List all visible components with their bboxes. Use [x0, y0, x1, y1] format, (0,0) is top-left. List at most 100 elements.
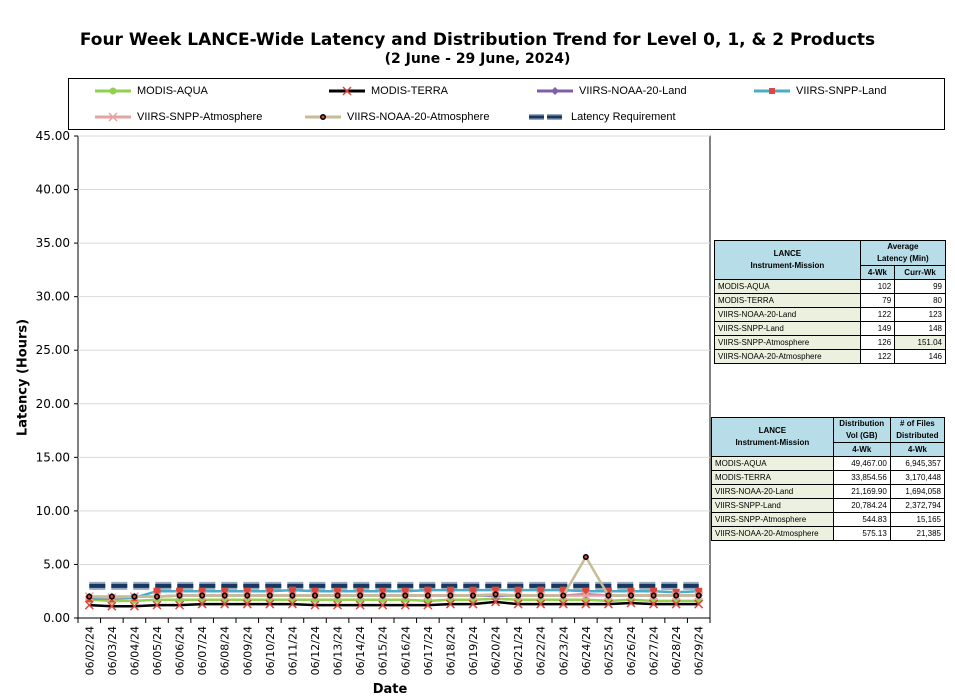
legend-label: MODIS-TERRA — [371, 85, 448, 97]
data-point-viirs-noaa-20-atmosphere-center — [584, 555, 588, 559]
legend-label: Latency Requirement — [571, 111, 676, 123]
table-row: VIIRS-SNPP-Atmosphere 544.83 15,165 — [711, 512, 946, 527]
data-point-modis-aqua — [244, 596, 251, 603]
table-row: MODIS-AQUA 49,467.00 6,945,357 — [711, 456, 946, 471]
data-point-viirs-snpp-land — [672, 588, 680, 596]
data-point-modis-terra — [84, 600, 94, 610]
data-point-viirs-snpp-atmosphere — [581, 590, 591, 601]
y-tick-label: 45.00 — [36, 129, 70, 143]
data-point-viirs-snpp-land — [627, 587, 635, 595]
distribution-table: LANCE Instrument-Mission Distribution Vo… — [711, 417, 946, 541]
data-point-viirs-noaa-20-atmosphere-center — [155, 595, 159, 598]
table-row: VIIRS-NOAA-20-Atmosphere 122 146 — [714, 349, 946, 364]
x-tick-label: 06/28/24 — [670, 626, 683, 675]
data-point-viirs-snpp-land — [537, 586, 545, 594]
y-tick-label: 25.00 — [36, 343, 70, 357]
data-point-modis-terra — [603, 599, 613, 609]
y-tick-label: 20.00 — [36, 397, 70, 411]
y-tick-label: 10.00 — [36, 504, 70, 518]
x-tick-label: 06/10/24 — [264, 626, 277, 675]
data-point-viirs-noaa-20-atmosphere-center — [674, 594, 678, 597]
latency-table-currwk-header: Curr-Wk — [894, 265, 946, 280]
y-tick-label: 15.00 — [36, 450, 70, 464]
data-point-modis-terra — [107, 601, 117, 611]
data-point-viirs-noaa-20-atmosphere-center — [223, 594, 227, 597]
legend-swatch-latency-requirement — [529, 114, 565, 120]
data-point-modis-terra — [355, 600, 365, 610]
data-point-modis-aqua — [266, 596, 273, 603]
data-point-modis-terra — [671, 599, 681, 609]
x-tick-label: 06/20/24 — [490, 626, 503, 675]
series-line-modis-aqua — [89, 597, 699, 603]
data-point-viirs-noaa-20-atmosphere-center — [200, 594, 204, 597]
table-row: MODIS-AQUA 102 99 — [714, 279, 946, 294]
x-tick-label: 06/02/24 — [83, 626, 96, 675]
table-row: MODIS-TERRA 33,854.56 3,170,448 — [711, 470, 946, 485]
data-point-modis-aqua — [199, 596, 206, 603]
legend-label: VIIRS-NOAA-20-Land — [579, 85, 687, 97]
data-point-viirs-noaa-20-atmosphere-center — [607, 594, 610, 597]
data-point-viirs-noaa-20-atmosphere-center — [561, 594, 565, 597]
data-point-modis-aqua — [402, 596, 409, 603]
data-point-modis-terra — [558, 599, 568, 609]
data-point-viirs-noaa-20-atmosphere-center — [629, 594, 633, 597]
table-row: VIIRS-SNPP-Land 20,784.24 2,372,794 — [711, 498, 946, 513]
chart-title: Four Week LANCE-Wide Latency and Distrib… — [79, 30, 876, 50]
table-row: VIIRS-NOAA-20-Atmosphere 575.13 21,385 — [711, 526, 946, 541]
data-point-viirs-snpp-land — [650, 587, 658, 595]
x-tick-label: 06/19/24 — [467, 626, 480, 675]
data-point-viirs-snpp-land — [243, 587, 251, 595]
chart-subtitle: (2 June - 29 June, 2024) — [384, 51, 571, 67]
x-tick-label: 06/08/24 — [219, 626, 232, 675]
data-point-modis-aqua — [424, 597, 431, 604]
series-line-viirs-snpp-land — [89, 588, 699, 600]
table-row: VIIRS-SNPP-Atmosphere 126 151.04 — [714, 335, 946, 350]
legend-label: VIIRS-SNPP-Atmosphere — [137, 111, 263, 123]
y-tick-label: 35.00 — [36, 236, 70, 250]
x-tick-label: 06/29/24 — [693, 626, 706, 675]
series-line-modis-terra — [89, 600, 699, 608]
chart-legend: MODIS-AQUA MODIS-TERRA VIIRS-NOAA-20-Lan… — [68, 78, 945, 130]
plot-area — [77, 135, 711, 619]
data-point-viirs-noaa-20-atmosphere-center — [87, 595, 91, 598]
data-point-viirs-snpp-land — [266, 587, 274, 595]
data-point-viirs-snpp-land — [334, 587, 342, 595]
x-tick-label: 06/15/24 — [377, 626, 390, 675]
distribution-table-vol-4wk-header: 4-Wk — [832, 442, 891, 457]
data-point-viirs-snpp-land — [582, 587, 590, 595]
legend-swatch-viirs-snpp-atmosphere — [95, 112, 131, 122]
data-point-viirs-snpp-land — [604, 587, 612, 595]
data-point-viirs-snpp-land — [379, 587, 387, 595]
data-point-modis-aqua — [312, 596, 318, 603]
x-tick-label: 06/26/24 — [625, 626, 638, 675]
x-tick-label: 06/14/24 — [354, 626, 367, 675]
data-point-modis-aqua — [334, 596, 341, 603]
data-point-viirs-snpp-land — [559, 586, 567, 594]
legend-label: MODIS-AQUA — [137, 85, 208, 97]
data-point-modis-aqua — [447, 596, 454, 603]
series-line-viirs-noaa-20-atmosphere — [89, 554, 699, 598]
data-point-viirs-noaa-20-atmosphere-center — [313, 594, 317, 597]
data-point-modis-terra — [220, 599, 230, 609]
y-axis-label: Latency (Hours) — [15, 318, 31, 437]
data-point-modis-terra — [423, 600, 433, 610]
data-point-modis-terra — [310, 600, 320, 610]
x-tick-label: 06/05/24 — [151, 626, 164, 675]
legend-label: VIIRS-SNPP-Land — [796, 85, 887, 97]
legend-swatch-viirs-snpp-land — [754, 88, 790, 94]
table-row: MODIS-TERRA 79 80 — [714, 293, 946, 308]
y-tick-label: 30.00 — [36, 290, 70, 304]
data-point-modis-aqua — [176, 596, 183, 603]
data-point-viirs-noaa-20-atmosphere-center — [133, 595, 136, 598]
x-tick-label: 06/23/24 — [557, 626, 570, 675]
data-point-viirs-snpp-land — [424, 586, 432, 594]
data-point-viirs-noaa-20-atmosphere-center — [245, 594, 249, 597]
data-point-viirs-snpp-land — [401, 587, 409, 595]
data-point-modis-terra — [626, 598, 636, 608]
x-tick-label: 06/07/24 — [196, 626, 209, 675]
data-point-viirs-noaa-20-atmosphere-center — [291, 594, 294, 597]
data-point-viirs-noaa-20-atmosphere-center — [652, 594, 655, 597]
data-point-modis-terra — [649, 599, 659, 609]
distribution-table-mission-header: LANCE Instrument-Mission — [711, 417, 834, 457]
data-point-modis-terra — [129, 601, 139, 611]
